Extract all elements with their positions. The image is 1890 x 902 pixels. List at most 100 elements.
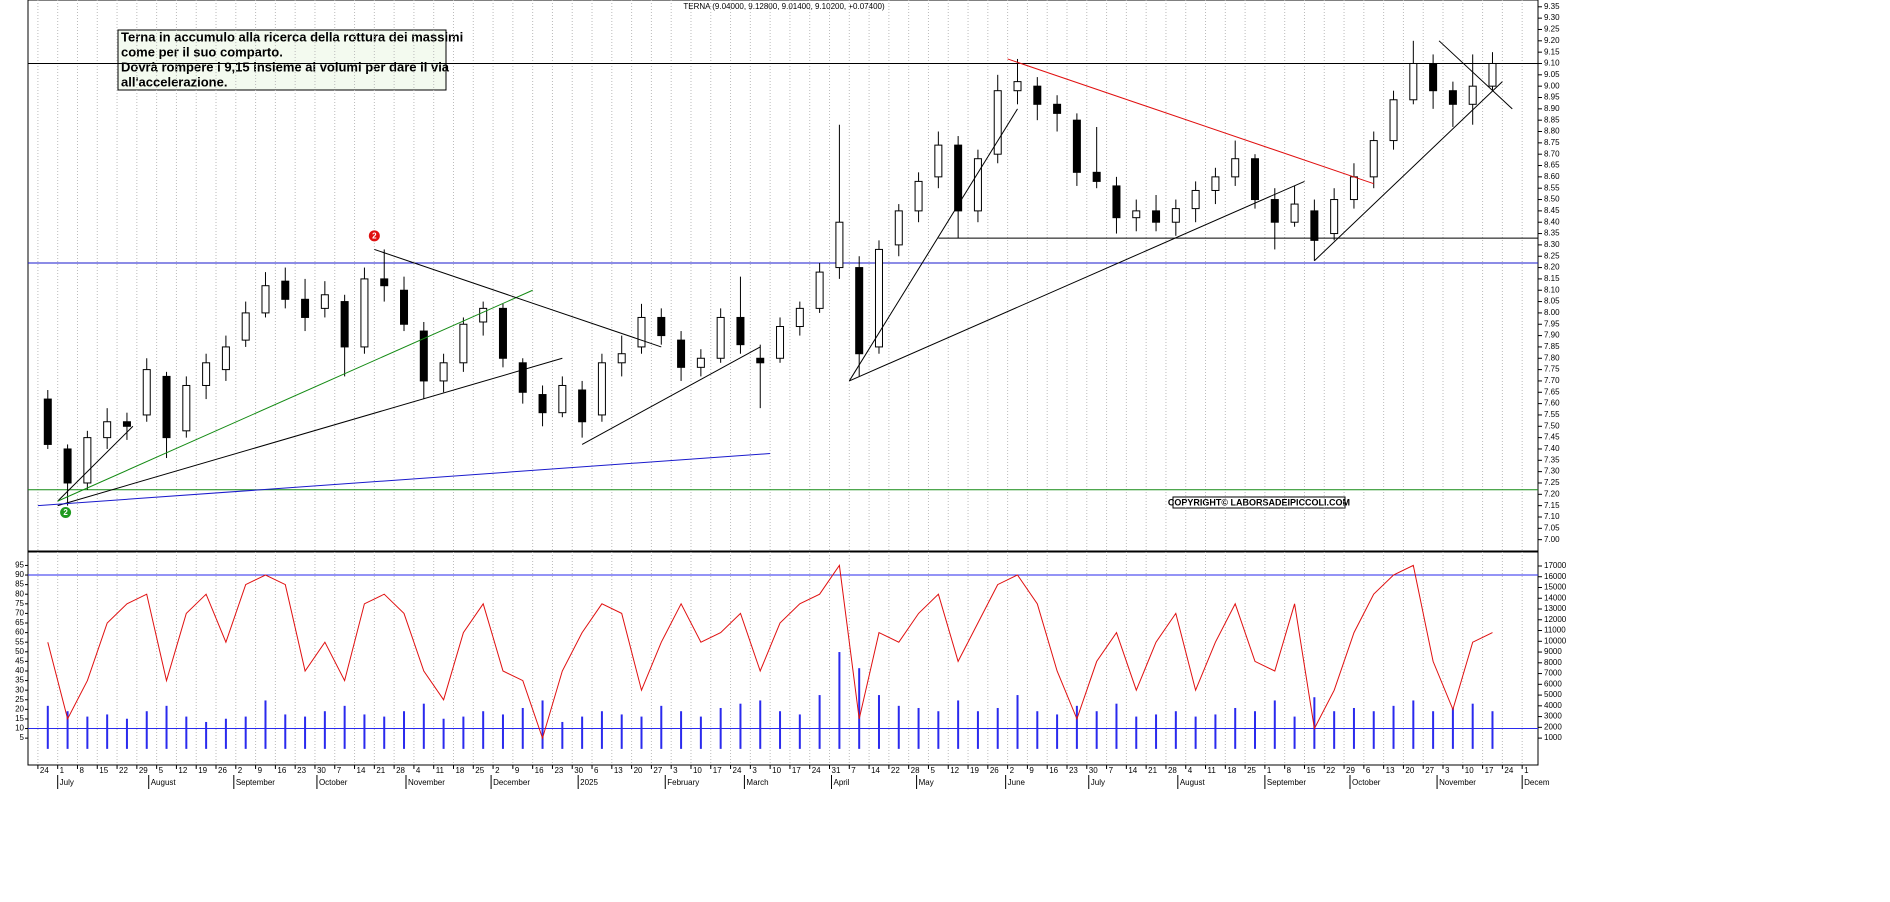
annotation: Terna in accumulo alla ricerca della rot… — [121, 29, 463, 44]
volume-bar — [1115, 703, 1118, 749]
x-tick-label: 25 — [1247, 766, 1256, 775]
month-label: May — [919, 778, 934, 787]
x-tick-label: 22 — [891, 766, 900, 775]
oscillator-line — [47, 564, 1493, 740]
volume-bar — [1253, 711, 1256, 749]
candle-body — [815, 271, 824, 309]
y-tick-label: 9.05 — [1544, 70, 1560, 79]
y-tick-label: 7.70 — [1544, 376, 1560, 385]
x-tick-label: 5 — [159, 766, 164, 775]
candle-body — [162, 375, 171, 439]
candle-body — [1488, 62, 1497, 87]
x-tick-label: 31 — [832, 766, 841, 775]
trendline — [1314, 81, 1503, 262]
x-tick-label: 15 — [99, 766, 108, 775]
candle-body — [736, 316, 745, 346]
copyright-box — [1172, 496, 1346, 509]
y-tick-label: 10 — [15, 724, 24, 733]
y-tick-label: 8.80 — [1544, 127, 1560, 136]
volume-bar — [1471, 703, 1474, 749]
candle-body — [756, 357, 765, 364]
candle-body — [103, 421, 112, 439]
y2-tick-label: 1000 — [1544, 733, 1562, 742]
volume-bar — [897, 705, 900, 749]
x-tick-label: 14 — [871, 766, 880, 775]
month-label: April — [833, 778, 849, 787]
volume-bar — [363, 714, 366, 749]
x-tick-label: 11 — [1208, 766, 1217, 775]
x-tick-label: 13 — [614, 766, 623, 775]
candle-body — [597, 362, 606, 416]
x-tick-label: 16 — [277, 766, 286, 775]
x-tick-label: 21 — [376, 766, 385, 775]
month-label: September — [236, 778, 275, 787]
annotation: come per il suo comparto. — [121, 44, 283, 59]
y-tick-label: 7.60 — [1544, 399, 1560, 408]
volume-bar — [1273, 700, 1276, 749]
volume-bar — [1392, 705, 1395, 749]
candle-body — [1033, 85, 1042, 105]
y-tick-label: 7.25 — [1544, 478, 1560, 487]
volume-bar — [403, 711, 406, 749]
x-tick-label: 30 — [574, 766, 583, 775]
volume-bar — [1174, 711, 1177, 749]
trendline — [581, 346, 761, 445]
y-tick-label: 95 — [15, 561, 24, 570]
y-tick-label: 8.65 — [1544, 161, 1560, 170]
y-tick-label: 8.25 — [1544, 251, 1560, 260]
y-tick-label: 8.95 — [1544, 93, 1560, 102]
candle-body — [301, 298, 310, 318]
volume-bar — [66, 711, 69, 749]
indicator-panel — [27, 551, 1539, 766]
candle-body — [558, 384, 567, 414]
y-tick-label: 7.05 — [1544, 523, 1560, 532]
y2-tick-label: 3000 — [1544, 712, 1562, 721]
annotation: all'accelerazione. — [121, 74, 227, 89]
y-tick-label: 8.50 — [1544, 195, 1560, 204]
candle-body — [1290, 203, 1299, 223]
x-tick-label: 3 — [752, 766, 757, 775]
y-tick-label: 30 — [15, 685, 24, 694]
y2-tick-label: 5000 — [1544, 690, 1562, 699]
candle-body — [1250, 158, 1259, 201]
y2-tick-label: 4000 — [1544, 701, 1562, 710]
candle-body — [182, 384, 191, 432]
x-tick-label: 26 — [990, 766, 999, 775]
volume-bar — [1333, 711, 1336, 749]
y-tick-label: 8.10 — [1544, 285, 1560, 294]
y-tick-label: 60 — [15, 628, 24, 637]
candle-body — [993, 90, 1002, 155]
candle-body — [1310, 210, 1319, 241]
month-label: February — [667, 778, 699, 787]
candle-body — [1349, 176, 1358, 201]
trendline — [849, 180, 1305, 382]
x-tick-label: 25 — [475, 766, 484, 775]
y-tick-label: 35 — [15, 676, 24, 685]
x-tick-label: 11 — [436, 766, 445, 775]
trendline — [1007, 58, 1374, 185]
volume-bar — [224, 718, 227, 749]
candle-body — [617, 353, 626, 364]
volume-bar — [561, 721, 564, 749]
candle-body — [439, 362, 448, 382]
y-tick-label: 7.35 — [1544, 455, 1560, 464]
volume-bar — [1412, 700, 1415, 749]
y-tick-label: 8.00 — [1544, 308, 1560, 317]
y-tick-label: 9.00 — [1544, 81, 1560, 90]
month-label: August — [151, 778, 177, 787]
candle-body — [1013, 81, 1022, 92]
volume-bar — [1016, 695, 1019, 749]
x-tick-label: 9 — [1029, 766, 1034, 775]
trendline — [57, 357, 563, 507]
annotation-box — [117, 29, 447, 91]
marker — [368, 230, 380, 242]
trendline — [37, 452, 771, 507]
x-tick-label: 13 — [1386, 766, 1395, 775]
volume-bar — [699, 716, 702, 749]
volume-bar — [640, 716, 643, 749]
x-tick-label: 7 — [851, 766, 856, 775]
x-tick-label: 2 — [495, 766, 500, 775]
candle-body — [894, 210, 903, 246]
x-tick-label: 27 — [1425, 766, 1434, 775]
y-tick-label: 7.00 — [1544, 535, 1560, 544]
